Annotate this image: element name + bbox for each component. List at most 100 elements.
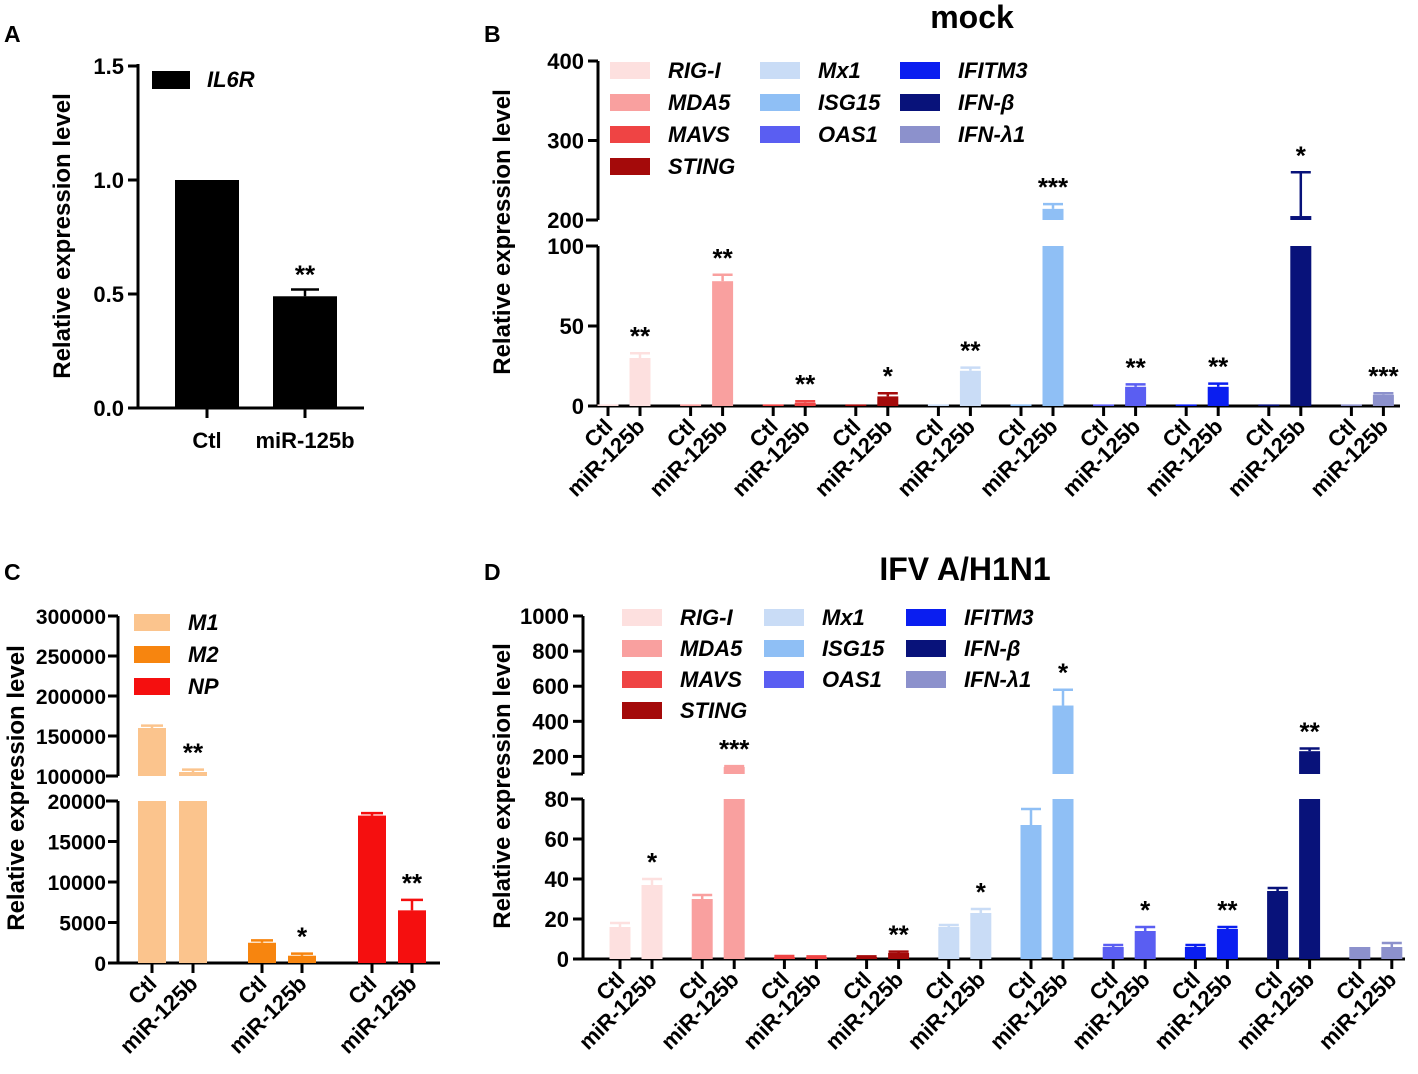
bar-IFN-β-Ctl <box>1258 404 1280 406</box>
legend-swatch-1 <box>610 94 650 111</box>
y-axis-label: Relative expression level <box>489 643 516 929</box>
sig-1: ** <box>295 259 316 289</box>
bar-MAVS-Ctl <box>762 404 784 406</box>
bar-IFN-β-Ctl <box>1267 891 1289 959</box>
y-tick-label-lower-1: 5000 <box>59 913 106 936</box>
y-tick-label-upper-4: 300000 <box>36 606 106 629</box>
bar-IFITM3-miR-125b <box>1216 929 1238 959</box>
bar-IFITM3-miR-125b <box>1207 386 1229 406</box>
bar-0 <box>175 180 239 408</box>
legend-swatch-3 <box>610 158 650 175</box>
bar-Mx1-miR-125b <box>959 370 981 406</box>
legend-swatch-1 <box>134 646 170 663</box>
y-tick-label-lower-1: 20 <box>545 907 569 932</box>
sig-4: ** <box>960 336 981 366</box>
sig-7: ** <box>1208 352 1229 382</box>
legend-swatch-4 <box>764 609 804 626</box>
y-tick-label-upper-4: 1000 <box>520 604 569 629</box>
y-tick-label-lower-3: 60 <box>545 827 569 852</box>
y-tick-label-lower-2: 10000 <box>48 872 106 895</box>
sig-0: ** <box>183 738 204 768</box>
legend-swatch-6 <box>764 671 804 688</box>
legend-swatch-6 <box>760 126 800 143</box>
bar-MDA5-miR-125b <box>712 281 734 406</box>
legend-label-2: MAVS <box>668 122 730 147</box>
sig-7: ** <box>1217 895 1238 925</box>
bar-M1-miR-125b-upper <box>179 772 207 776</box>
panel-label-2: C <box>4 559 21 585</box>
bar-M2-Ctl <box>248 942 276 963</box>
sig-9: *** <box>1368 361 1399 391</box>
y-tick-label-lower-0: 0 <box>572 394 584 419</box>
y-tick-label-lower-2: 40 <box>545 867 569 892</box>
legend-swatch-0 <box>134 614 170 631</box>
bar-MDA5-miR-125b-upper <box>723 766 745 774</box>
bar-IFN-λ1-Ctl <box>1340 404 1362 406</box>
legend-swatch-0 <box>610 62 650 79</box>
bar-ISG15-Ctl <box>1020 825 1042 959</box>
sig-1: ** <box>712 243 733 273</box>
bar-OAS1-Ctl <box>1093 404 1115 406</box>
y-axis-label: Relative expression level <box>49 93 76 379</box>
legend-label-5: ISG15 <box>822 636 885 661</box>
legend-swatch-4 <box>760 62 800 79</box>
x-tick-label-1: miR-125b <box>255 428 354 453</box>
sig-1: * <box>297 922 308 952</box>
bar-IFN-β-miR-125b-upper <box>1299 751 1321 774</box>
bar-Mx1-Ctl <box>927 404 949 406</box>
y-tick-label-upper-2: 200000 <box>36 686 106 709</box>
legend-swatch-8 <box>906 640 946 657</box>
bar-NP-Ctl <box>358 815 386 963</box>
y-tick-label-lower-4: 20000 <box>48 791 106 814</box>
legend-swatch-7 <box>906 609 946 626</box>
bar-1 <box>273 296 337 408</box>
legend-swatch-9 <box>900 126 940 143</box>
legend-swatch-0 <box>622 609 662 626</box>
bar-IFITM3-Ctl <box>1184 947 1206 959</box>
sig-8: ** <box>1299 717 1320 747</box>
legend-label-7: IFITM3 <box>958 58 1028 83</box>
legend-label-5: ISG15 <box>818 90 881 115</box>
bar-STING-miR-125b <box>877 396 899 406</box>
bar-IFITM3-Ctl <box>1175 404 1197 406</box>
y-tick-label-upper-1: 150000 <box>36 726 106 749</box>
sig-3: * <box>883 361 894 391</box>
bar-STING-miR-125b <box>888 953 910 959</box>
legend-label-8: IFN-β <box>958 90 1014 115</box>
bar-STING-Ctl <box>856 957 878 959</box>
legend-label-6: OAS1 <box>822 667 882 692</box>
y-tick-label-upper-1: 400 <box>532 709 569 734</box>
y-tick-label-upper-1: 300 <box>547 129 584 154</box>
y-tick-label-1: 0.5 <box>93 282 124 307</box>
legend-swatch-5 <box>760 94 800 111</box>
bar-NP-miR-125b <box>398 910 426 963</box>
legend-swatch-2 <box>610 126 650 143</box>
x-tick-label-0: Ctl <box>192 428 221 453</box>
bar-Mx1-Ctl <box>938 927 960 959</box>
legend-swatch-0 <box>152 71 190 89</box>
legend-label-3: STING <box>668 154 735 179</box>
legend-label-1: MDA5 <box>680 636 743 661</box>
legend-label-3: STING <box>680 698 747 723</box>
y-tick-label-upper-0: 200 <box>532 744 569 769</box>
bar-M1-Ctl-upper <box>138 728 166 776</box>
legend-label-9: IFN-λ1 <box>964 667 1031 692</box>
y-tick-label-upper-0: 100000 <box>36 766 106 789</box>
legend-label-9: IFN-λ1 <box>958 122 1025 147</box>
panel-d: IFV A/H1N1 0 20 40 60 80 200 400 600 800 1000Relat… <box>489 551 1405 1055</box>
bar-RIG-I-miR-125b <box>629 358 651 406</box>
sig-8: * <box>1296 140 1307 170</box>
y-tick-label-lower-0: 0 <box>557 947 569 972</box>
bar-MDA5-Ctl <box>691 899 713 959</box>
bar-IFN-β-miR-125b-lower <box>1290 246 1312 406</box>
sig-3: ** <box>888 920 909 950</box>
legend-label-8: IFN-β <box>964 636 1020 661</box>
bar-ISG15-miR-125b-lower <box>1052 799 1074 959</box>
panel-a: 0.0 0.5 1.0 1.5 ** Ctl miR-125b Relative expres… <box>49 54 364 453</box>
y-tick-label-lower-3: 15000 <box>48 832 106 855</box>
sig-5: * <box>1058 658 1069 688</box>
y-tick-label-upper-2: 600 <box>532 674 569 699</box>
legend-label-0: M1 <box>188 610 219 635</box>
chart-title: mock <box>930 0 1014 35</box>
